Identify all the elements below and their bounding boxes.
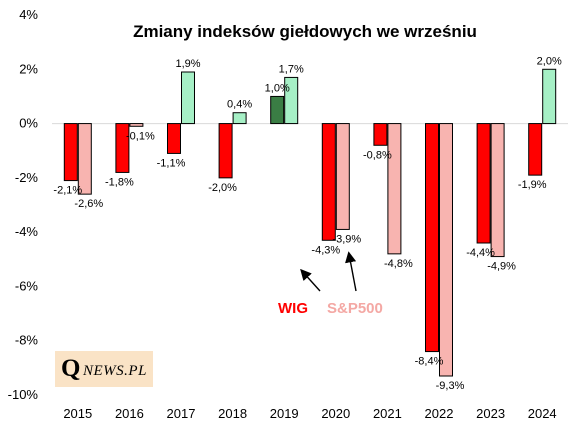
bar-wig [115, 123, 130, 173]
bar-sp500 [181, 71, 195, 125]
x-tick-label: 2017 [167, 406, 196, 421]
y-tick-label: -4% [15, 224, 39, 239]
x-tick-label: 2022 [425, 406, 454, 421]
data-label-wig: -1,9% [518, 179, 547, 191]
bar-wig [167, 123, 181, 154]
bar-sp500 [77, 123, 92, 195]
bar-sp500 [490, 123, 505, 258]
data-label-wig: -2,1% [53, 185, 82, 197]
bar-sp500 [542, 68, 557, 125]
bars [63, 68, 557, 377]
bar-wig [425, 123, 439, 353]
legend-sp500: S&P500 [327, 300, 383, 317]
x-tick-label: 2021 [373, 406, 402, 421]
bar-sp500 [439, 123, 453, 377]
data-label-wig: -0,8% [363, 149, 392, 161]
bar-wig [270, 95, 285, 125]
data-label-sp500: 1,9% [175, 58, 200, 70]
data-label-sp500: -4,9% [487, 261, 516, 273]
data-label-wig: -4,3% [311, 244, 340, 256]
data-label-wig: -4,4% [466, 247, 495, 259]
x-tick-label: 2016 [115, 406, 144, 421]
bar-wig [528, 123, 543, 176]
y-tick-label: -2% [15, 170, 39, 185]
bar-wig [476, 123, 491, 244]
x-axis-ticks: 2015 2016 2017 2018 2019 2020 2021 2022 2023 2024 [63, 406, 556, 421]
data-label-sp500: 2,0% [537, 55, 562, 67]
bar-sp500 [335, 123, 350, 230]
legend-arrows [300, 251, 357, 292]
y-tick-label: 2% [19, 61, 38, 76]
data-label-sp500: -3,9% [332, 233, 361, 245]
bar-sp500 [232, 112, 247, 125]
data-label-wig: -2,0% [208, 182, 237, 194]
data-labels: -2,1%-2,6%-1,8% -0,1% -1,1% 1,9% -2,0% 0,4% 1,… [53, 55, 562, 392]
x-tick-label: 2019 [270, 406, 299, 421]
x-tick-label: 2024 [528, 406, 557, 421]
data-label-wig: -1,1% [157, 157, 186, 169]
chart-title: Zmiany indeksów giełdowych we wrześniu [133, 22, 477, 41]
y-tick-label: 4% [19, 7, 38, 22]
y-tick-label: -8% [15, 333, 39, 348]
data-label-sp500: -2,6% [74, 198, 103, 210]
data-label-wig: -8,4% [415, 356, 444, 368]
data-label-sp500: 1,7% [279, 63, 304, 75]
data-label-sp500: -0,1% [126, 130, 155, 142]
legend-wig: WIG [278, 300, 308, 317]
y-tick-label: -10% [8, 387, 39, 402]
bar-wig [63, 123, 78, 182]
bar-wig [321, 123, 336, 241]
data-label-sp500: 0,4% [227, 99, 252, 111]
arrow-to-wig [300, 268, 321, 292]
data-label-wig: -1,8% [105, 176, 134, 188]
bar-wig [218, 123, 233, 179]
y-axis-ticks: -10% -8% -6% -4% -2% 0% 2% 4% [8, 7, 39, 402]
x-tick-label: 2020 [321, 406, 350, 421]
x-tick-label: 2023 [476, 406, 505, 421]
x-tick-label: 2018 [218, 406, 247, 421]
y-tick-label: 0% [19, 116, 38, 131]
logo-news: NEWS.PL [83, 363, 147, 379]
data-label-sp500: -9,3% [436, 380, 465, 392]
logo-q: Q [61, 355, 81, 382]
y-tick-label: -6% [15, 278, 39, 293]
arrow-to-sp500 [345, 251, 357, 292]
qnews-logo: Q NEWS.PL [55, 351, 153, 387]
data-label-sp500: -4,8% [384, 258, 413, 270]
bar-wig [373, 123, 388, 146]
bar-sp500 [129, 123, 144, 127]
x-tick-label: 2015 [63, 406, 92, 421]
bar-sp500 [387, 123, 402, 255]
data-label-wig: 1,0% [265, 82, 290, 94]
bar-sp500 [284, 76, 299, 125]
